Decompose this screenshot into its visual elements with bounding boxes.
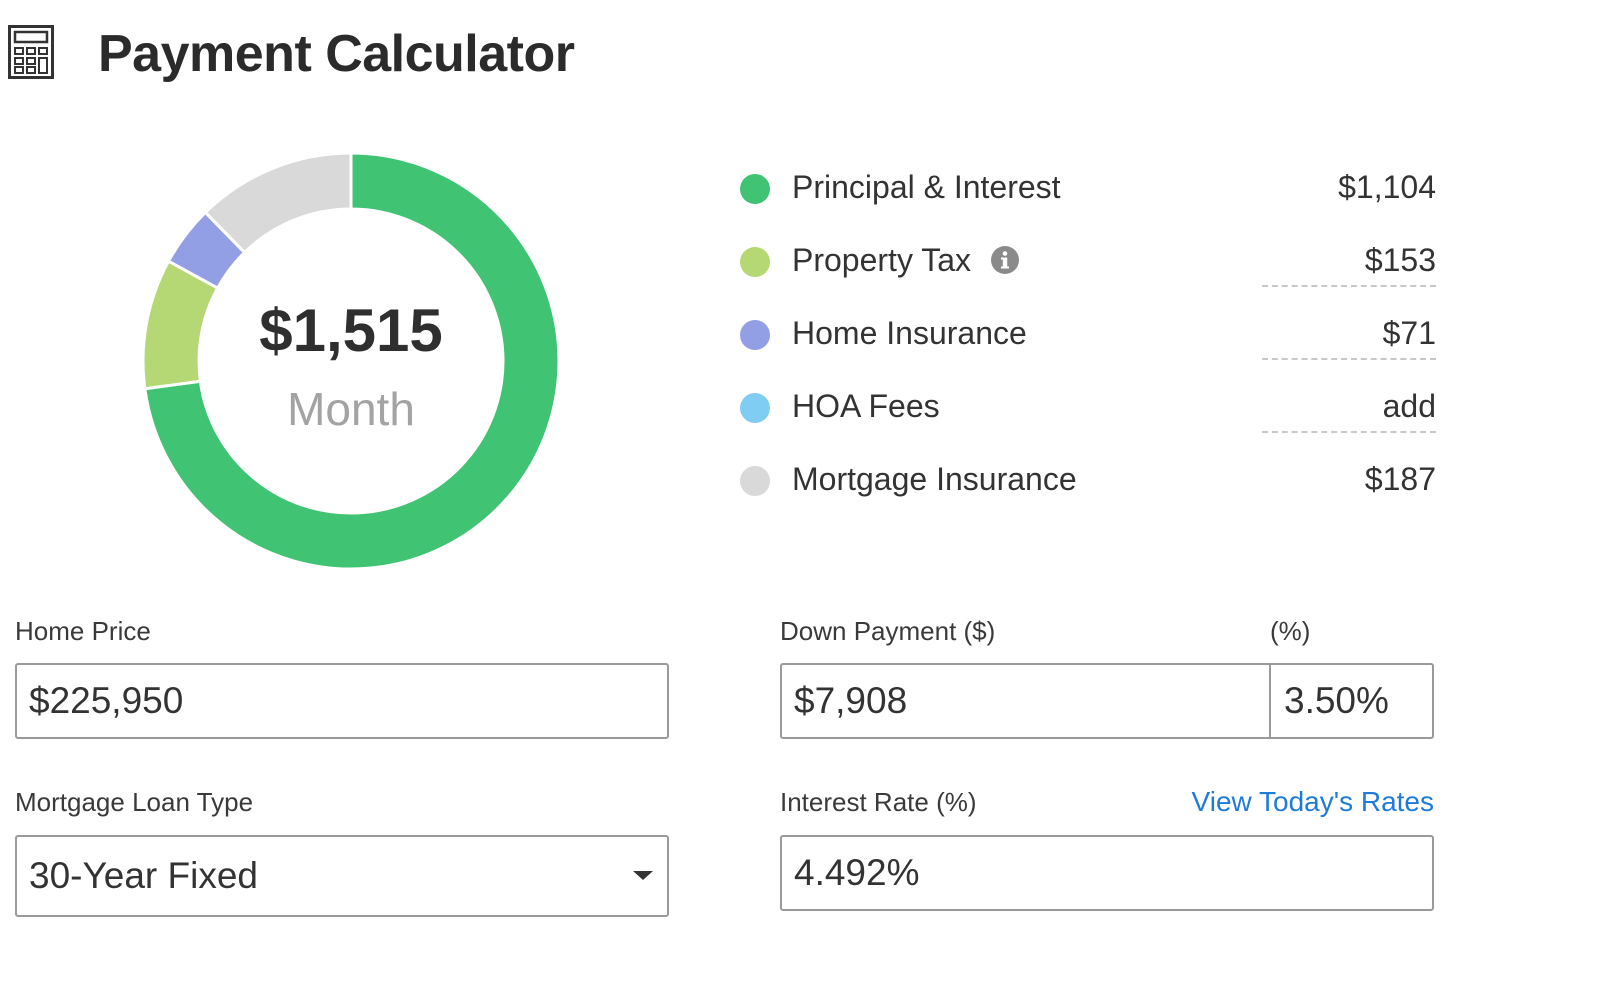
legend-value-principal-interest: $1,104 xyxy=(1338,169,1436,205)
home-insurance-value-button[interactable]: $71 xyxy=(1262,308,1436,360)
legend-label-home-insurance: Home Insurance xyxy=(792,315,1027,351)
legend-row-home-insurance: Home Insurance $71 xyxy=(740,308,1436,360)
legend-row-mortgage-insurance: Mortgage Insurance $187 xyxy=(740,454,1436,504)
donut-svg xyxy=(141,151,561,571)
period-label: Month xyxy=(287,383,415,435)
legend-label-hoa-fees: HOA Fees xyxy=(792,388,940,424)
down-payment-percent-input[interactable] xyxy=(1272,665,1432,737)
down-payment-percent-label: (%) xyxy=(1270,616,1311,646)
down-payment-divider xyxy=(1269,665,1271,737)
header xyxy=(8,22,54,82)
property-tax-dot xyxy=(740,247,770,277)
interest-rate-input[interactable] xyxy=(782,837,1432,909)
view-todays-rates-link[interactable]: View Today's Rates xyxy=(1191,786,1434,817)
hoa-fees-add-button[interactable]: add xyxy=(1262,381,1436,433)
legend-row-property-tax: Property Tax $153 xyxy=(740,235,1436,287)
down-payment-amount-input[interactable] xyxy=(782,665,1270,737)
home-price-label: Home Price xyxy=(15,616,151,646)
legend-value-mortgage-insurance: $187 xyxy=(1364,461,1436,497)
interest-rate-field xyxy=(780,835,1434,911)
page-title: Payment Calculator xyxy=(98,25,575,83)
legend-label-property-tax-wrap: Property Tax xyxy=(792,235,1020,285)
home-insurance-dot xyxy=(740,320,770,350)
legend-row-principal-interest: Principal & Interest $1,104 xyxy=(740,162,1436,212)
loan-type-label: Mortgage Loan Type xyxy=(15,787,254,817)
hoa-fees-dot xyxy=(740,393,770,423)
property-tax-value-button[interactable]: $153 xyxy=(1262,235,1436,287)
down-payment-field xyxy=(780,663,1434,739)
calculator-icon xyxy=(8,25,54,79)
principal-interest-dot xyxy=(740,174,770,204)
legend-label-principal-interest: Principal & Interest xyxy=(792,169,1061,205)
legend-row-hoa-fees: HOA Fees add xyxy=(740,381,1436,433)
donut-segment-principal-interest xyxy=(143,151,561,571)
down-payment-label: Down Payment ($) xyxy=(780,616,996,646)
interest-rate-label: Interest Rate (%) xyxy=(780,787,977,817)
legend-label-property-tax: Property Tax xyxy=(792,242,972,278)
legend-label-mortgage-insurance: Mortgage Insurance xyxy=(792,461,1077,497)
mortgage-insurance-dot xyxy=(740,466,770,496)
home-price-field xyxy=(15,663,669,739)
info-icon[interactable] xyxy=(990,245,1020,275)
home-price-input[interactable] xyxy=(17,665,667,737)
caret-down-icon xyxy=(633,871,653,880)
donut-segment-mortgage-insurance xyxy=(203,151,353,255)
monthly-total: $1,515 xyxy=(259,297,443,364)
payment-donut-chart xyxy=(140,150,562,572)
loan-type-selected-value: 30-Year Fixed xyxy=(29,855,258,896)
loan-type-select[interactable]: 30-Year Fixed xyxy=(15,835,669,917)
